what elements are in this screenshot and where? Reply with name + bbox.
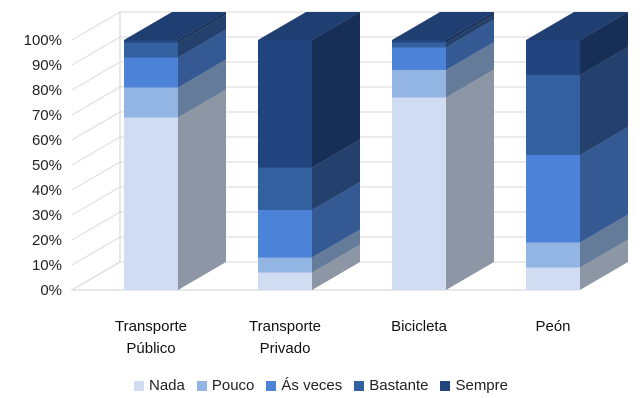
x-category-label: Bicicleta [391,318,448,335]
legend: Nada Pouco Ás veces Bastante Sempre [0,377,642,395]
bar-segment-side [178,59,226,118]
y-tick-label: 40% [32,182,62,199]
bar-segment-side [580,127,628,243]
legend-swatch [266,381,277,391]
legend-swatch [133,381,144,391]
legend-label: Pouco [211,377,255,394]
bar-segment-side [580,47,628,155]
bar-segment-side [178,14,226,58]
bar-segment-side [178,89,226,290]
bar-segment-side [312,229,360,273]
bar-segment-side [580,239,628,290]
y-tick-label: 20% [32,232,62,249]
bar-segment [124,87,178,118]
bar-segment [392,47,446,70]
y-tick-label: 80% [32,82,62,99]
x-category-label: Transporte Privado [249,318,321,357]
y-tick-label: 10% [32,257,62,274]
bar-segment-side [446,14,494,48]
bar-segment-side [312,139,360,210]
legend-swatch [440,381,451,391]
legend-label: Nada [148,377,185,394]
bar-segment [526,40,580,75]
y-tick-label: 60% [32,132,62,149]
bar-segment [258,210,312,258]
y-tick-label: 0% [40,282,62,299]
bar-segment [124,42,178,58]
bar-segment [392,40,446,43]
bar-segment [526,267,580,290]
bar-segment-side [312,12,360,168]
y-tick-label: 30% [32,207,62,224]
bar-segment [392,42,446,48]
bar-segment-side [178,29,226,88]
bar-segment-side [312,244,360,290]
labels-layer: 0% 10% 20% 30% 40% 50% 60% 70% 80% 90% 100% Transpo… [24,32,571,357]
y-tick-label: 90% [32,57,62,74]
legend-item: Pouco [196,377,255,395]
legend-item: Nada [133,377,185,395]
y-tick-label: 50% [32,157,62,174]
legend-label: Sempre [455,377,508,394]
legend-label: Ás veces [281,377,343,394]
bar-segment-side [580,12,628,75]
bar-segment [392,97,446,290]
bar-segment [526,155,580,243]
bar-segment [526,75,580,155]
x-category-label: Peón [535,318,570,335]
bar-top-face [526,12,628,40]
x-category-label: Transporte Público [115,318,187,357]
bar-segment-side [580,214,628,268]
legend-item: Ás veces [266,377,342,395]
bar-segment [526,242,580,268]
bar-segment [392,70,446,98]
y-tick-label: 100% [24,32,62,49]
bar-segment-side [446,12,494,43]
legend-item: Bastante [354,377,428,395]
bar-segment [124,40,178,43]
bar-segment-side [312,182,360,258]
bars-layer [124,12,628,290]
bar-segment [124,117,178,290]
legend-swatch [196,381,207,391]
bar-segment [258,167,312,210]
bar-segment [258,272,312,290]
bar-segment-side [178,12,226,43]
bar-top-face [124,12,226,40]
y-tick-label: 70% [32,107,62,124]
bar-segment [258,257,312,273]
legend-item: Sempre [440,377,508,395]
bar-segment-side [446,19,494,70]
bar-segment-side [446,69,494,290]
legend-label: Bastante [369,377,429,394]
bar-segment [258,40,312,168]
legend-swatch [354,381,365,391]
bar-segment [124,57,178,88]
bar-top-face [258,12,360,40]
bar-top-face [392,12,494,40]
bar-segment-side [446,42,494,98]
